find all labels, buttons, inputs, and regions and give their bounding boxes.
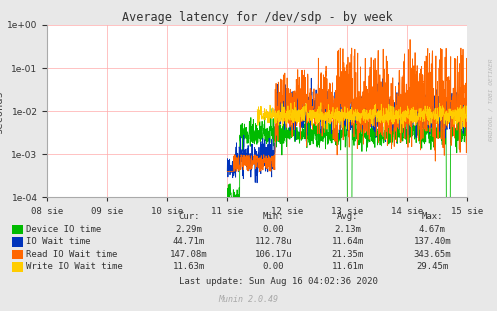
- Y-axis label: seconds: seconds: [0, 89, 4, 133]
- Text: 2.29m: 2.29m: [175, 225, 202, 234]
- Text: 21.35m: 21.35m: [332, 250, 364, 259]
- Text: 11.63m: 11.63m: [173, 262, 205, 271]
- Text: 0.00: 0.00: [262, 225, 284, 234]
- Text: 4.67m: 4.67m: [419, 225, 446, 234]
- Text: 44.71m: 44.71m: [173, 238, 205, 246]
- Text: 147.08m: 147.08m: [170, 250, 208, 259]
- Text: 0.00: 0.00: [262, 262, 284, 271]
- Text: Write IO Wait time: Write IO Wait time: [26, 262, 123, 271]
- Text: Read IO Wait time: Read IO Wait time: [26, 250, 118, 259]
- Text: 11.64m: 11.64m: [332, 238, 364, 246]
- Text: Device IO time: Device IO time: [26, 225, 101, 234]
- Text: 29.45m: 29.45m: [416, 262, 448, 271]
- Text: Munin 2.0.49: Munin 2.0.49: [219, 295, 278, 304]
- Text: Cur:: Cur:: [178, 212, 200, 221]
- Text: Last update: Sun Aug 16 04:02:36 2020: Last update: Sun Aug 16 04:02:36 2020: [179, 277, 378, 286]
- Text: RRDTOOL / TOBI OETIKER: RRDTOOL / TOBI OETIKER: [489, 58, 494, 141]
- Text: Max:: Max:: [421, 212, 443, 221]
- Text: Min:: Min:: [262, 212, 284, 221]
- Text: 11.61m: 11.61m: [332, 262, 364, 271]
- Title: Average latency for /dev/sdp - by week: Average latency for /dev/sdp - by week: [122, 11, 393, 24]
- Text: 137.40m: 137.40m: [414, 238, 451, 246]
- Text: Avg:: Avg:: [337, 212, 359, 221]
- Text: 343.65m: 343.65m: [414, 250, 451, 259]
- Text: 106.17u: 106.17u: [254, 250, 292, 259]
- Text: IO Wait time: IO Wait time: [26, 238, 91, 246]
- Text: 112.78u: 112.78u: [254, 238, 292, 246]
- Text: 2.13m: 2.13m: [334, 225, 361, 234]
